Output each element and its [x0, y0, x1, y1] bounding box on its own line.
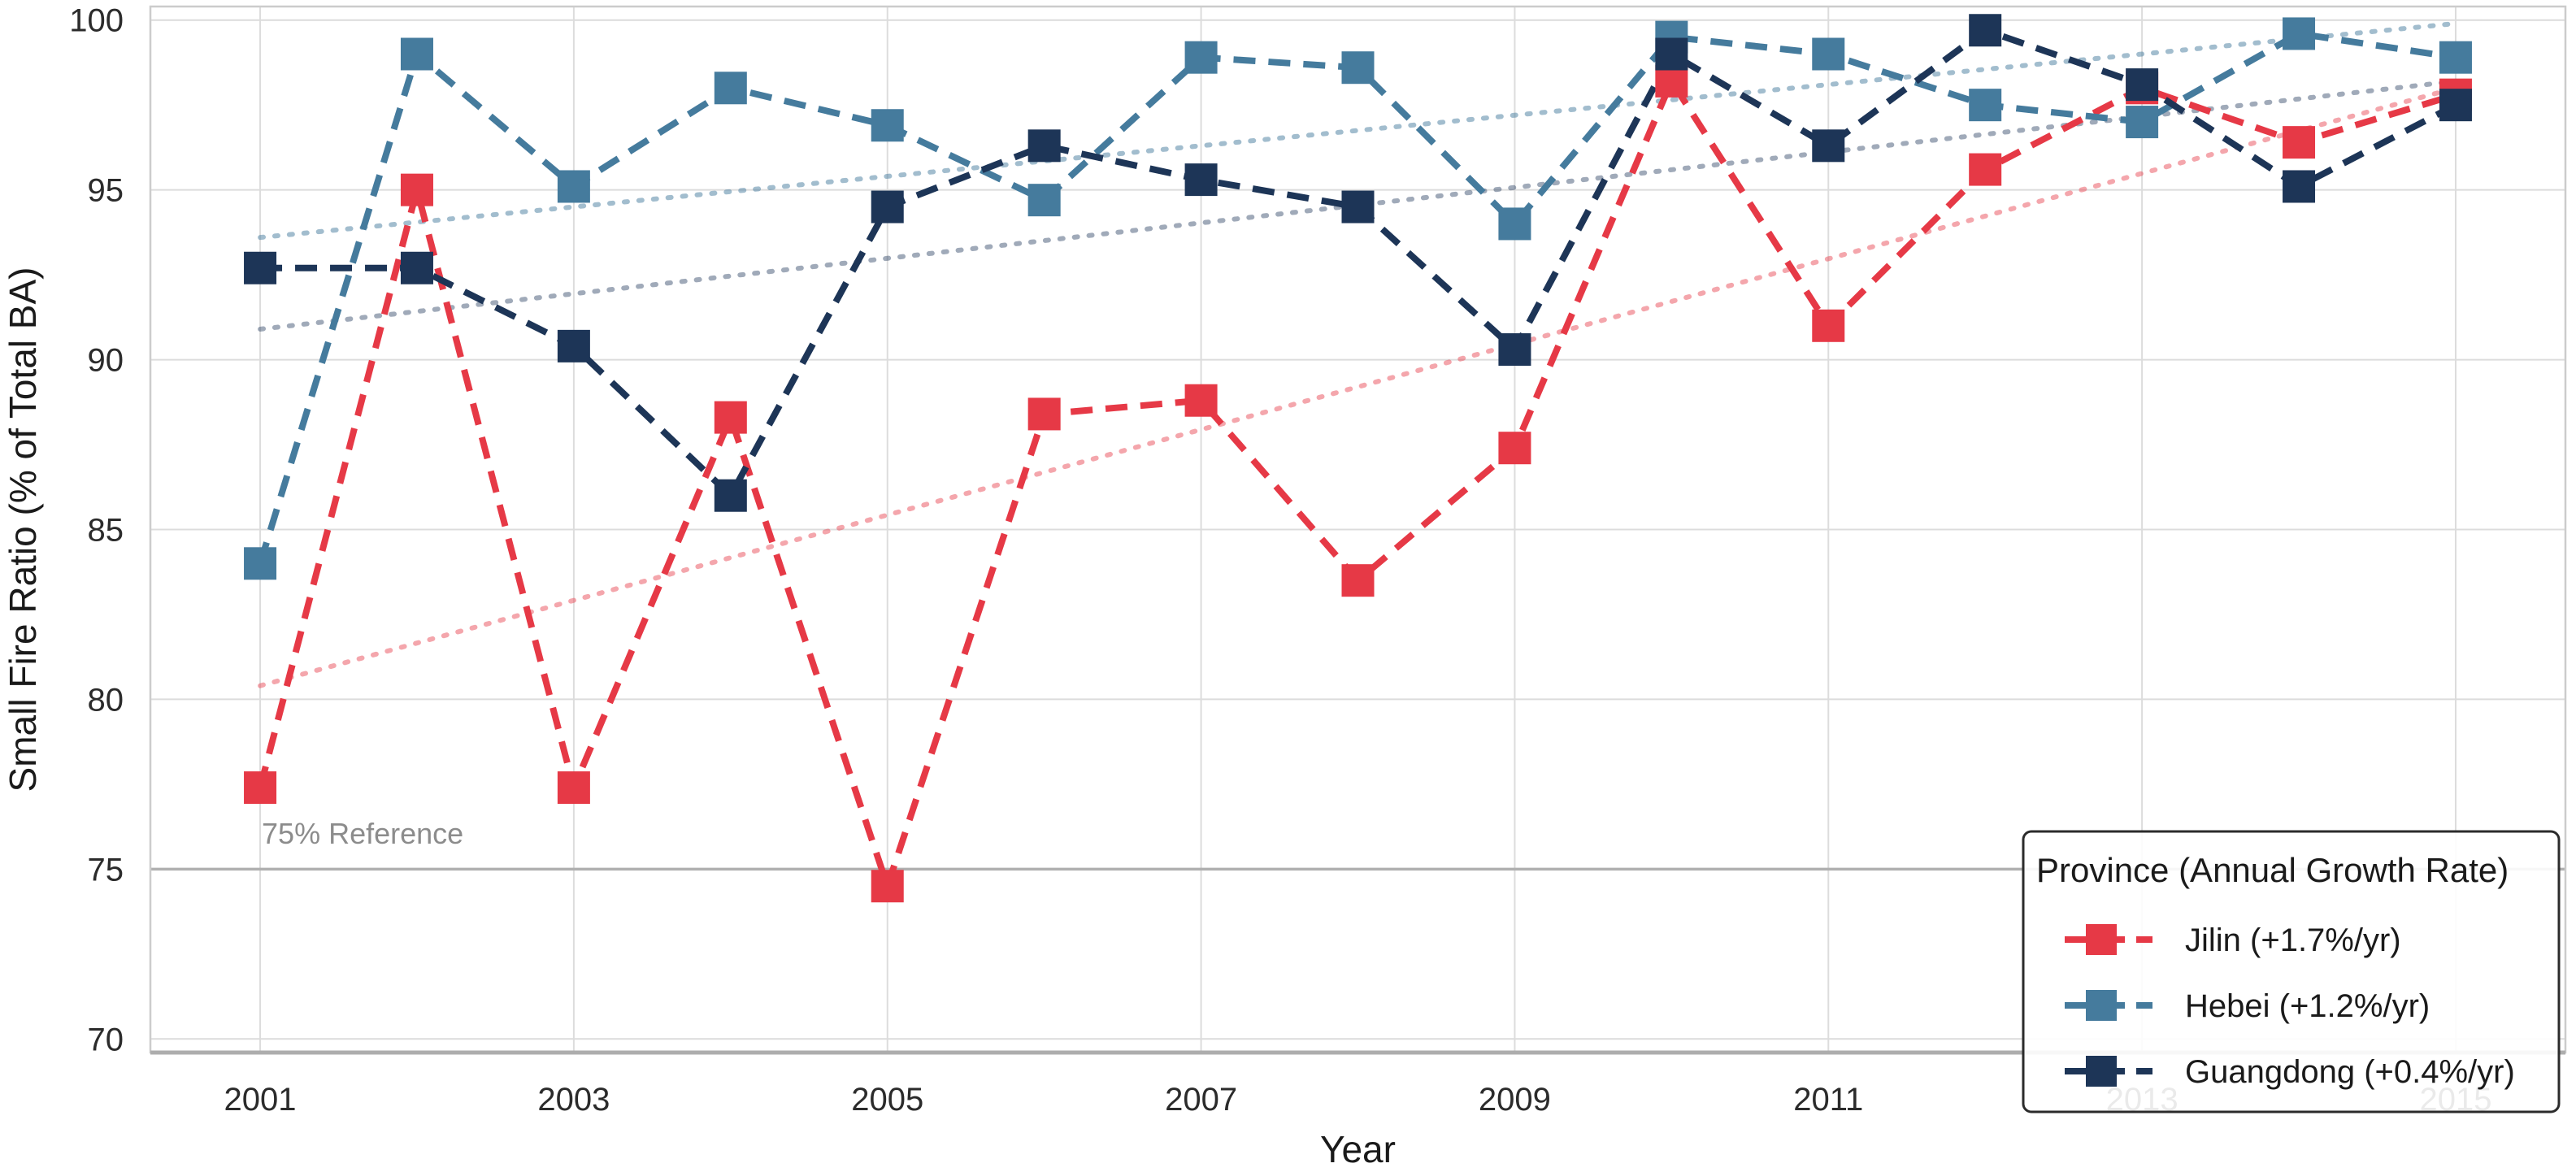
- marker-hebei-2013: [2126, 106, 2159, 139]
- marker-hebei-2012: [1969, 89, 2002, 122]
- marker-hebei-2014: [2283, 17, 2316, 50]
- reference-annotation: 75% Reference: [262, 817, 463, 850]
- marker-hebei-2001: [244, 547, 277, 580]
- legend-marker-jilin: [2086, 924, 2117, 955]
- marker-hebei-2015: [2439, 41, 2472, 74]
- marker-guangdong-2012: [1969, 14, 2002, 47]
- marker-guangdong-2015: [2439, 89, 2472, 122]
- legend-label-hebei: Hebei (+1.2%/yr): [2185, 988, 2430, 1024]
- legend-marker-guangdong: [2086, 1056, 2117, 1087]
- marker-jilin-2012: [1969, 153, 2002, 186]
- marker-jilin-2005: [871, 870, 904, 903]
- legend-item-guangdong: [2065, 1056, 2152, 1087]
- marker-hebei-2004: [714, 72, 747, 105]
- marker-guangdong-2008: [1341, 190, 1375, 224]
- marker-guangdong-2002: [400, 251, 433, 284]
- trend-line-guangdong: [258, 78, 2458, 332]
- series-markers-guangdong: [244, 14, 2472, 512]
- marker-jilin-2001: [244, 771, 277, 805]
- y-tick-75: 75: [88, 852, 124, 888]
- marker-hebei-2005: [871, 109, 904, 142]
- marker-guangdong-2009: [1498, 333, 1531, 367]
- marker-guangdong-2001: [244, 251, 277, 284]
- x-tick-2005: 2005: [851, 1082, 923, 1118]
- y-tick-100: 100: [69, 3, 124, 39]
- x-tick-2007: 2007: [1165, 1082, 1237, 1118]
- legend-label-guangdong: Guangdong (+0.4%/yr): [2185, 1054, 2515, 1090]
- marker-hebei-2007: [1184, 41, 1218, 74]
- legend-label-jilin: Jilin (+1.7%/yr): [2185, 922, 2401, 958]
- y-tick-95: 95: [88, 173, 124, 209]
- series-markers-jilin: [244, 64, 2472, 903]
- marker-hebei-2009: [1498, 207, 1531, 241]
- marker-guangdong-2006: [1027, 129, 1061, 163]
- marker-jilin-2006: [1027, 397, 1061, 431]
- marker-jilin-2014: [2283, 126, 2316, 159]
- marker-hebei-2003: [557, 170, 590, 203]
- legend-item-hebei: [2065, 990, 2152, 1021]
- legend-item-jilin: [2065, 924, 2152, 955]
- y-tick-90: 90: [88, 343, 124, 379]
- x-tick-2001: 2001: [224, 1082, 297, 1118]
- marker-guangdong-2004: [714, 479, 747, 512]
- legend-title: Province (Annual Growth Rate): [2036, 851, 2509, 889]
- legend-box: [2022, 830, 2561, 1113]
- x-tick-2011: 2011: [1793, 1082, 1863, 1118]
- y-axis-label: Small Fire Ratio (% of Total BA): [2, 267, 44, 792]
- marker-jilin-2010: [1655, 64, 1688, 98]
- marker-jilin-2008: [1341, 564, 1375, 597]
- marker-guangdong-2013: [2126, 68, 2159, 102]
- x-tick-2003: 2003: [537, 1082, 610, 1118]
- x-axis-label: Year: [1320, 1128, 1396, 1170]
- legend: [2022, 830, 2561, 1113]
- marker-guangdong-2003: [557, 329, 590, 362]
- marker-hebei-2011: [1812, 37, 1845, 71]
- trend-line-jilin: [258, 85, 2458, 688]
- marker-jilin-2011: [1812, 309, 1845, 342]
- x-tick-2009: 2009: [1479, 1082, 1551, 1118]
- marker-guangdong-2011: [1812, 129, 1845, 163]
- trend-line-hebei: [258, 20, 2458, 241]
- y-tick-85: 85: [88, 513, 124, 549]
- marker-jilin-2002: [400, 173, 433, 206]
- legend-marker-hebei: [2086, 990, 2117, 1021]
- marker-guangdong-2007: [1184, 163, 1218, 197]
- marker-hebei-2002: [400, 37, 433, 71]
- marker-guangdong-2014: [2283, 170, 2316, 203]
- marker-hebei-2006: [1027, 184, 1061, 217]
- marker-guangdong-2010: [1655, 37, 1688, 71]
- marker-jilin-2007: [1184, 384, 1218, 417]
- y-tick-70: 70: [88, 1022, 124, 1057]
- y-tick-80: 80: [88, 682, 124, 718]
- marker-jilin-2009: [1498, 432, 1531, 465]
- marker-jilin-2004: [714, 401, 747, 434]
- marker-jilin-2003: [557, 771, 590, 805]
- marker-hebei-2008: [1341, 51, 1375, 85]
- marker-guangdong-2005: [871, 190, 904, 224]
